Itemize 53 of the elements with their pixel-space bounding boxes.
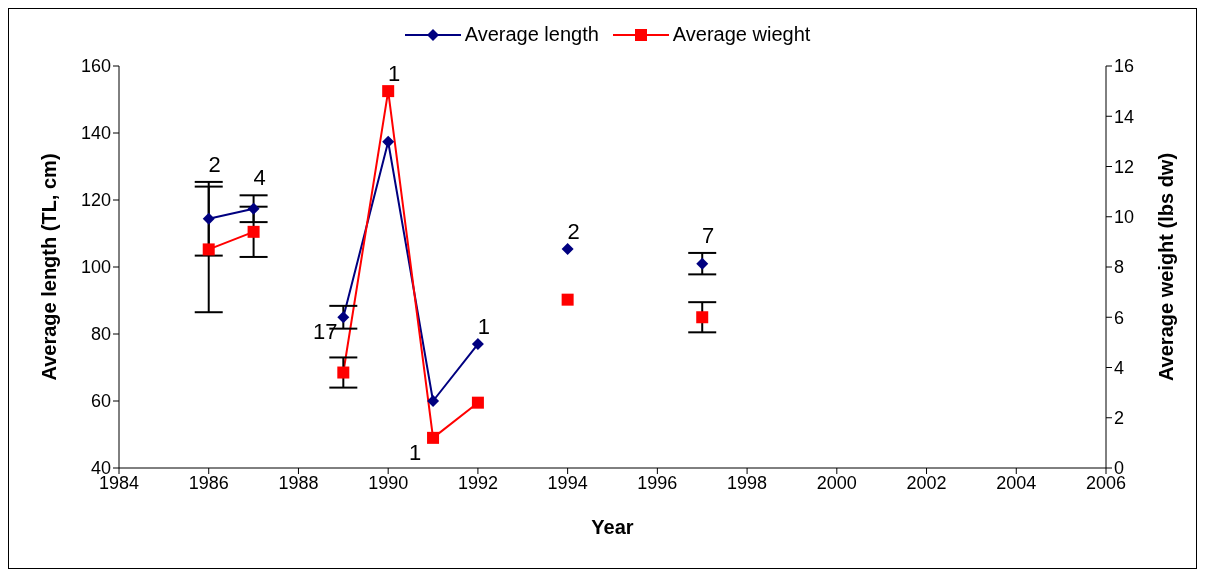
point (696, 311, 709, 324)
y-tick-label: 140 (80, 123, 111, 144)
point (247, 202, 260, 215)
legend-label: Average length (464, 23, 599, 46)
x-tick-label: 1998 (727, 472, 768, 493)
y2-tick-label: 16 (1114, 56, 1135, 77)
annotation: 2 (567, 218, 580, 244)
point (471, 338, 484, 351)
y2-tick-label: 6 (1114, 307, 1125, 328)
y2-tick-label: 14 (1114, 106, 1135, 127)
point (337, 311, 350, 324)
point (202, 212, 215, 225)
y2-tick-label: 10 (1114, 207, 1135, 228)
x-axis-title: Year (591, 516, 634, 538)
y-tick-label: 120 (80, 190, 111, 211)
annotation: 17 (313, 319, 338, 345)
x-tick-label: 1990 (368, 472, 409, 493)
annotation: 1 (477, 314, 491, 340)
annotation: 4 (253, 165, 266, 191)
point (561, 293, 574, 306)
point (471, 396, 484, 409)
annotation: 2 (208, 151, 221, 177)
y-axis-title: Average length (TL, cm) (38, 153, 61, 381)
y2-tick-label: 2 (1114, 408, 1125, 429)
y2-tick-label: 4 (1114, 357, 1125, 378)
point (382, 135, 395, 148)
annotation: 1 (388, 61, 401, 87)
x-tick-label: 2002 (906, 472, 947, 493)
point (561, 242, 574, 255)
point (247, 225, 260, 238)
y-tick-label: 100 (80, 257, 111, 278)
annotation: 1 (408, 439, 422, 465)
x-tick-label: 2000 (816, 472, 857, 493)
point (696, 257, 709, 270)
legend-label: Average wieght (672, 23, 811, 46)
y2-axis-title: Average weight (lbs dw) (1155, 152, 1178, 382)
point (427, 395, 440, 407)
point (337, 366, 350, 379)
x-tick-label: 1994 (547, 472, 588, 493)
x-tick-label: 1992 (457, 472, 498, 493)
y2-tick-label: 8 (1114, 257, 1125, 278)
y-tick-label: 60 (90, 391, 111, 412)
x-tick-label: 2004 (996, 472, 1037, 493)
x-tick-label: 1996 (637, 472, 678, 493)
annotation: 7 (702, 222, 715, 248)
x-tick-label: 1986 (188, 472, 229, 493)
y2-tick-label: 12 (1114, 156, 1135, 177)
x-tick-label: 1988 (278, 472, 319, 493)
point (427, 431, 440, 444)
point (382, 85, 395, 98)
y-tick-label: 80 (90, 324, 111, 345)
point (202, 243, 215, 256)
y-tick-label: 160 (80, 56, 111, 77)
